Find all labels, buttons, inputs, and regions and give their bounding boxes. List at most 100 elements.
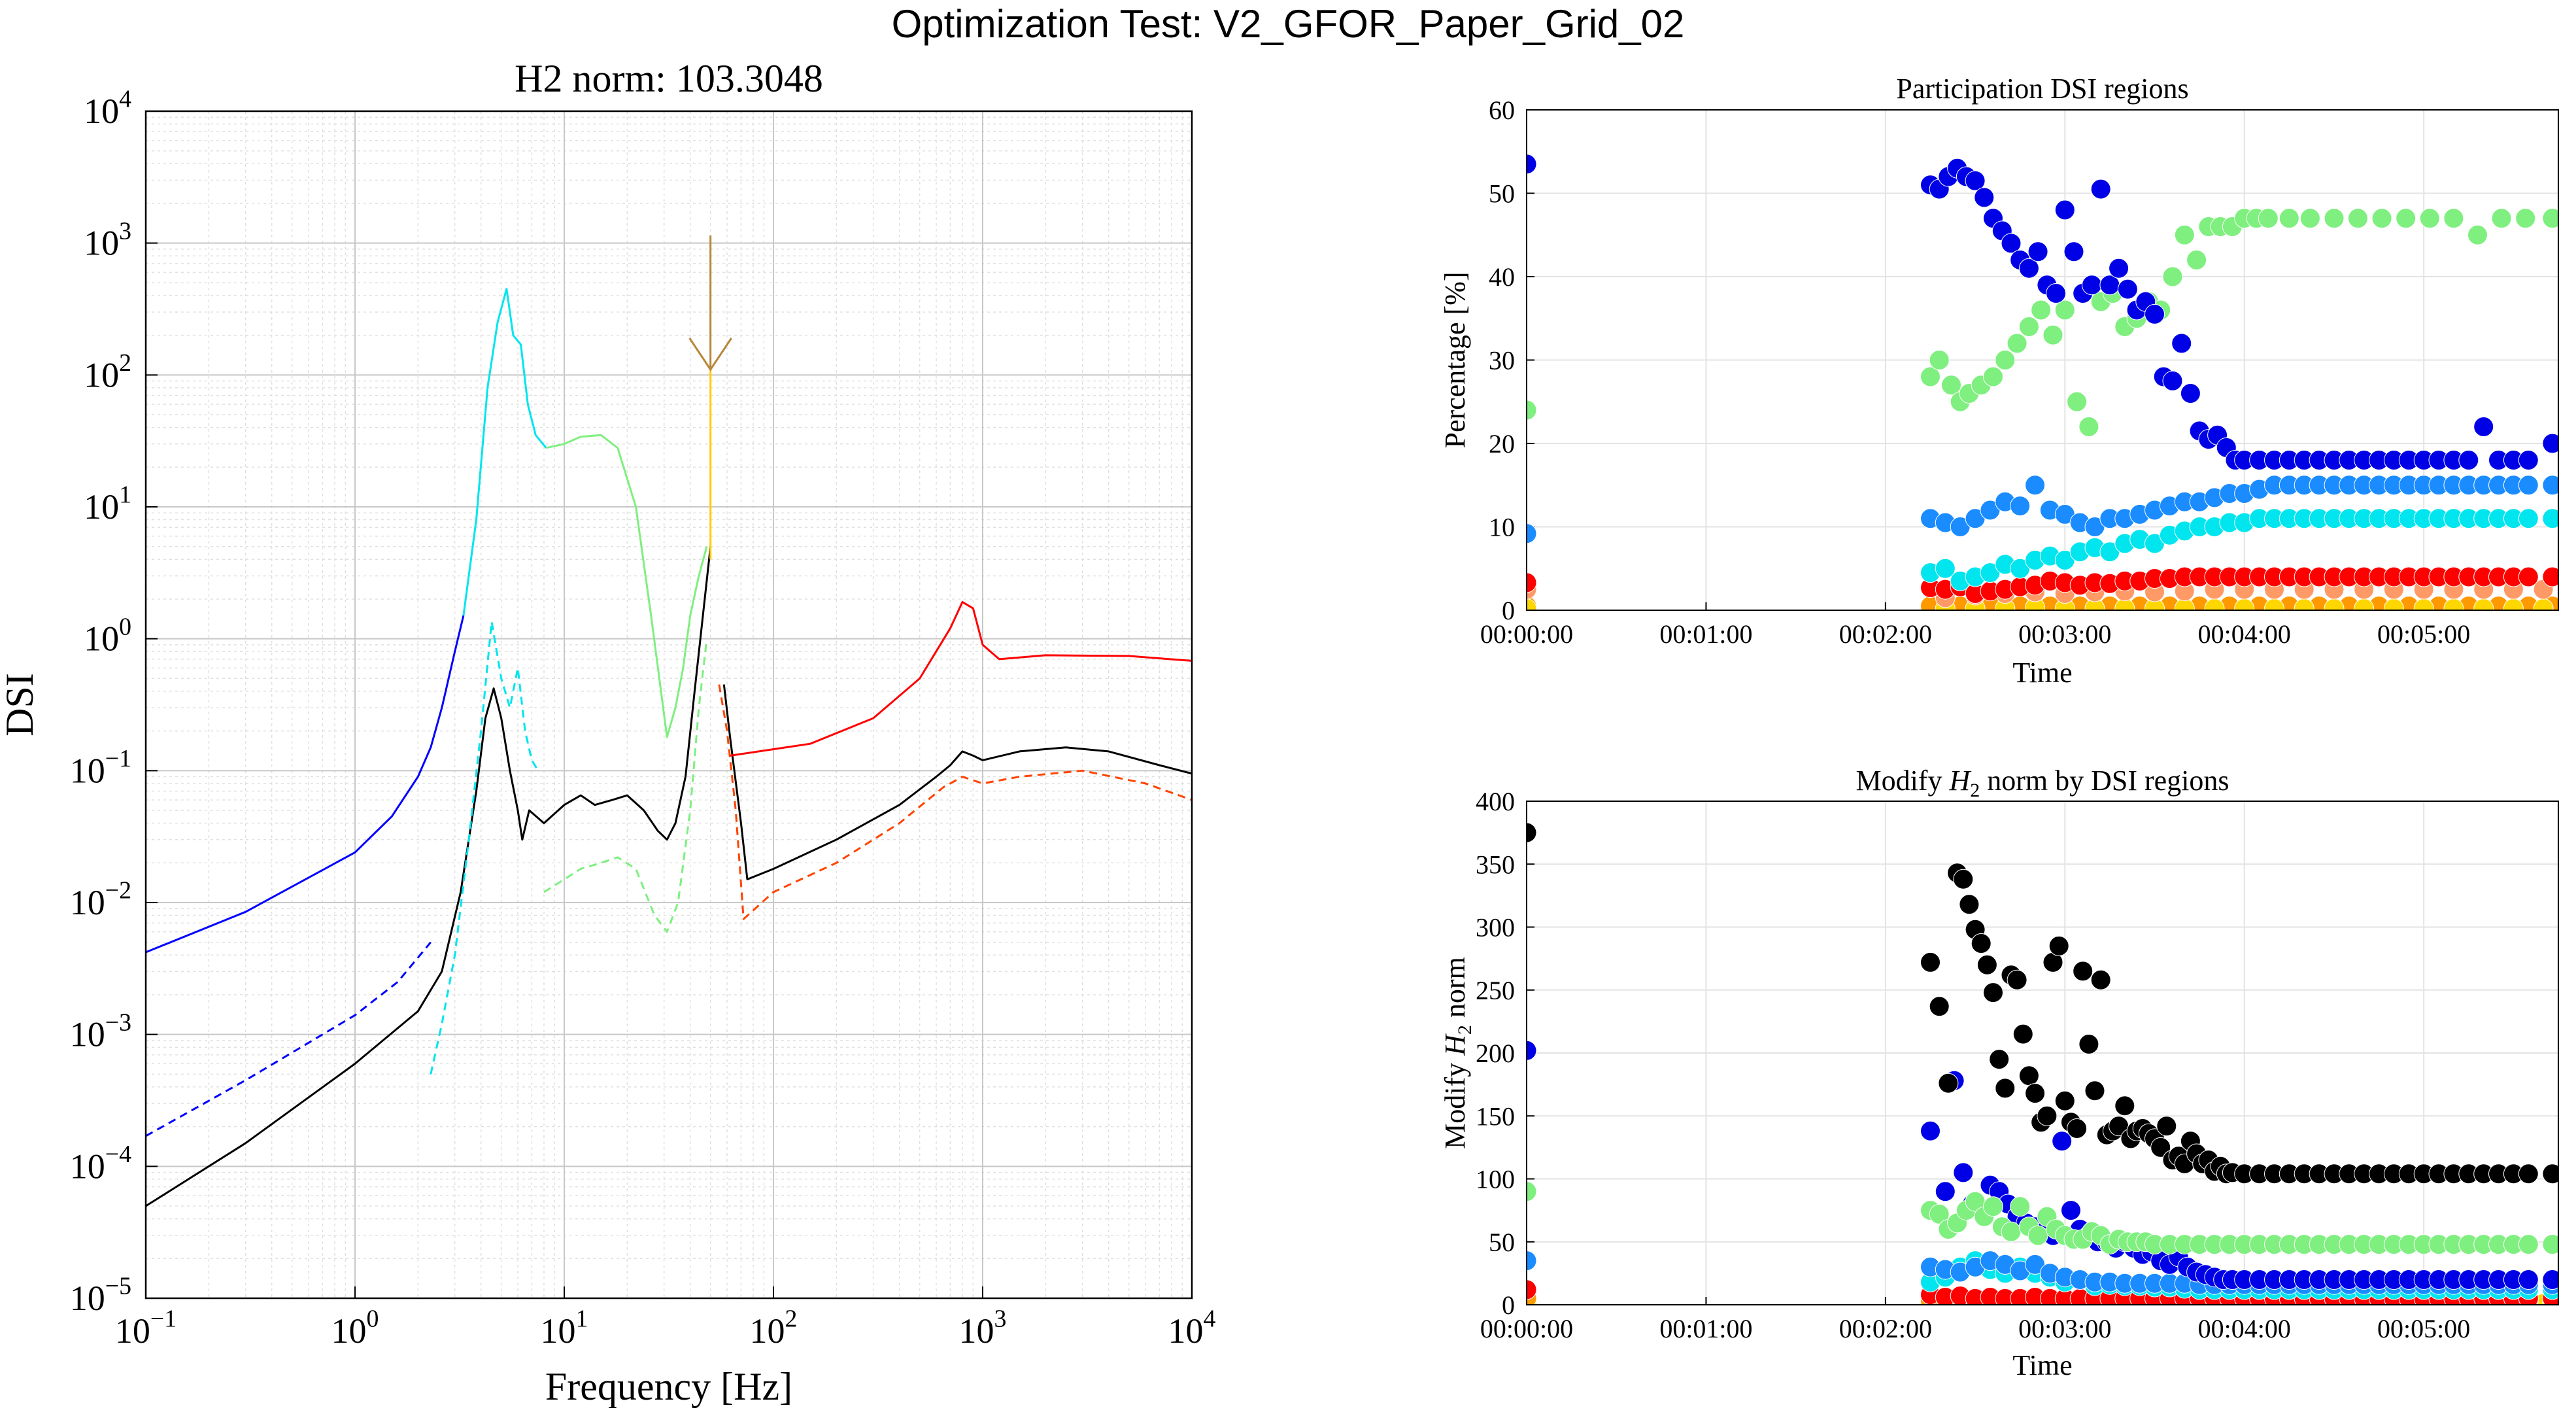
tick-base: 10: [84, 487, 119, 526]
tick-exponent: 2: [119, 349, 131, 377]
scatter-point: [2063, 241, 2084, 262]
scatter-point: [1527, 822, 1537, 843]
y-tick-label: 10−5: [70, 1273, 131, 1318]
scatter-point: [2371, 208, 2392, 229]
x-tick-label: 00:03:00: [2018, 1314, 2111, 1343]
scatter-point: [2025, 475, 2046, 496]
tick-base: 10: [1168, 1311, 1204, 1351]
tick-exponent: 2: [785, 1305, 798, 1333]
scatter-point: [2542, 1269, 2558, 1290]
tick-exponent: 1: [576, 1305, 588, 1333]
scatter-point: [1920, 366, 1940, 387]
x-axis-label: Time: [2012, 657, 2072, 689]
scatter-point: [2542, 208, 2558, 229]
x-tick-label: 00:00:00: [1480, 619, 1573, 649]
y-axis-label: DSI: [0, 673, 41, 736]
scatter-point: [2542, 475, 2558, 496]
title-part: Modify: [1856, 765, 1949, 797]
x-tick-label: 00:02:00: [1839, 1314, 1932, 1343]
tick-base: 10: [331, 1311, 367, 1351]
y-tick-label: 150: [1476, 1101, 1515, 1131]
x-tick-label: 00:02:00: [1839, 619, 1932, 649]
scatter-point: [1938, 1073, 1959, 1094]
scatter-point: [2542, 566, 2558, 587]
y-label-part: H: [1439, 1033, 1471, 1056]
scatter-point: [2052, 1131, 2073, 1152]
scatter-point: [2542, 508, 2558, 529]
scatter-point: [2114, 1095, 2135, 1116]
scatter-point: [2258, 208, 2279, 229]
scatter-point: [1995, 1078, 2016, 1099]
modify-h2-chart: 00:00:00 00:01:00 00:02:00 00:03:00 00:04:00…: [1439, 765, 2559, 1381]
scatter-point: [2518, 450, 2539, 470]
scatter-point: [2264, 598, 2284, 610]
scatter-point: [1527, 1279, 1537, 1300]
y-tick-label: 300: [1476, 913, 1515, 942]
y-tick-label: 104: [84, 86, 131, 131]
scatter-point: [2010, 1196, 2031, 1217]
scatter-point: [1941, 375, 1961, 396]
series-group: [146, 288, 1192, 1207]
y-tick-label: 0: [1502, 1290, 1515, 1320]
dsi-line: [730, 601, 1192, 757]
scatter-point: [2383, 598, 2404, 610]
scatter-point: [1976, 954, 1997, 975]
y-tick-label: 10−2: [70, 877, 131, 922]
tick-exponent: 4: [119, 86, 131, 113]
scatter-point: [2419, 208, 2440, 229]
dsi-frequency-chart: 10−1 100 101 102 103 10410−510−410−310−210−11…: [0, 57, 1216, 1408]
tick-base: 10: [84, 619, 119, 659]
chart-title: H2 norm: 103.3048: [515, 57, 823, 100]
scatter-point: [2078, 417, 2099, 437]
scatter-point: [2090, 969, 2111, 990]
scatter-point: [1527, 523, 1537, 544]
scatter-point: [1527, 1250, 1537, 1271]
x-axis-label: Time: [2012, 1349, 2072, 1381]
series-group: [1527, 822, 2558, 1305]
tick-base: 10: [70, 1147, 105, 1186]
scatter-point: [2491, 208, 2512, 229]
scatter-point: [2204, 598, 2225, 610]
scatter-point: [2174, 224, 2195, 245]
scatter-point: [2067, 391, 2088, 412]
scatter-point: [2012, 1024, 2033, 1044]
scatter-point: [2061, 1200, 2081, 1221]
title-part: H: [1948, 765, 1971, 797]
tick-base: 10: [70, 1279, 105, 1318]
chart-title: Participation DSI regions: [1896, 73, 2188, 105]
scatter-point: [2518, 566, 2539, 587]
scatter-point: [1983, 982, 2003, 1003]
scatter-point: [2007, 333, 2027, 354]
tick-exponent: 0: [119, 613, 131, 640]
y-label-part: 2: [1454, 1025, 1476, 1035]
tick-exponent: 4: [1204, 1305, 1216, 1333]
x-tick-label: 00:05:00: [2377, 619, 2470, 649]
figure-title: Optimization Test: V2_GFOR_Paper_Grid_02: [891, 2, 1685, 46]
scatter-point: [2458, 450, 2479, 470]
scatter-point: [1965, 170, 1986, 191]
scatter-point: [2396, 208, 2416, 229]
scatter-point: [2354, 598, 2375, 610]
scatter-point: [2054, 300, 2075, 320]
scatter-point: [2542, 1164, 2558, 1184]
scatter-point: [2109, 258, 2129, 279]
scatter-point: [2542, 433, 2558, 454]
y-tick-label: 350: [1476, 850, 1515, 879]
scatter-point: [1935, 558, 1956, 579]
scatter-point: [1929, 996, 1950, 1017]
y-tick-label: 30: [1489, 346, 1515, 375]
x-tick-label: 00:04:00: [2198, 1314, 2291, 1343]
tick-base: 10: [750, 1311, 785, 1351]
x-tick-label: 102: [750, 1305, 798, 1351]
dsi-dashed-line: [543, 638, 708, 933]
y-tick-label: 10: [1489, 513, 1515, 542]
scatter-point: [2413, 598, 2434, 610]
scatter-point: [1953, 1162, 1974, 1183]
scatter-point: [1527, 154, 1537, 175]
scatter-point: [1959, 894, 1980, 915]
x-tick-label: 101: [541, 1305, 588, 1351]
scatter-point: [2054, 1090, 2075, 1111]
dsi-line: [546, 434, 708, 738]
y-tick-label: 250: [1476, 976, 1515, 1005]
